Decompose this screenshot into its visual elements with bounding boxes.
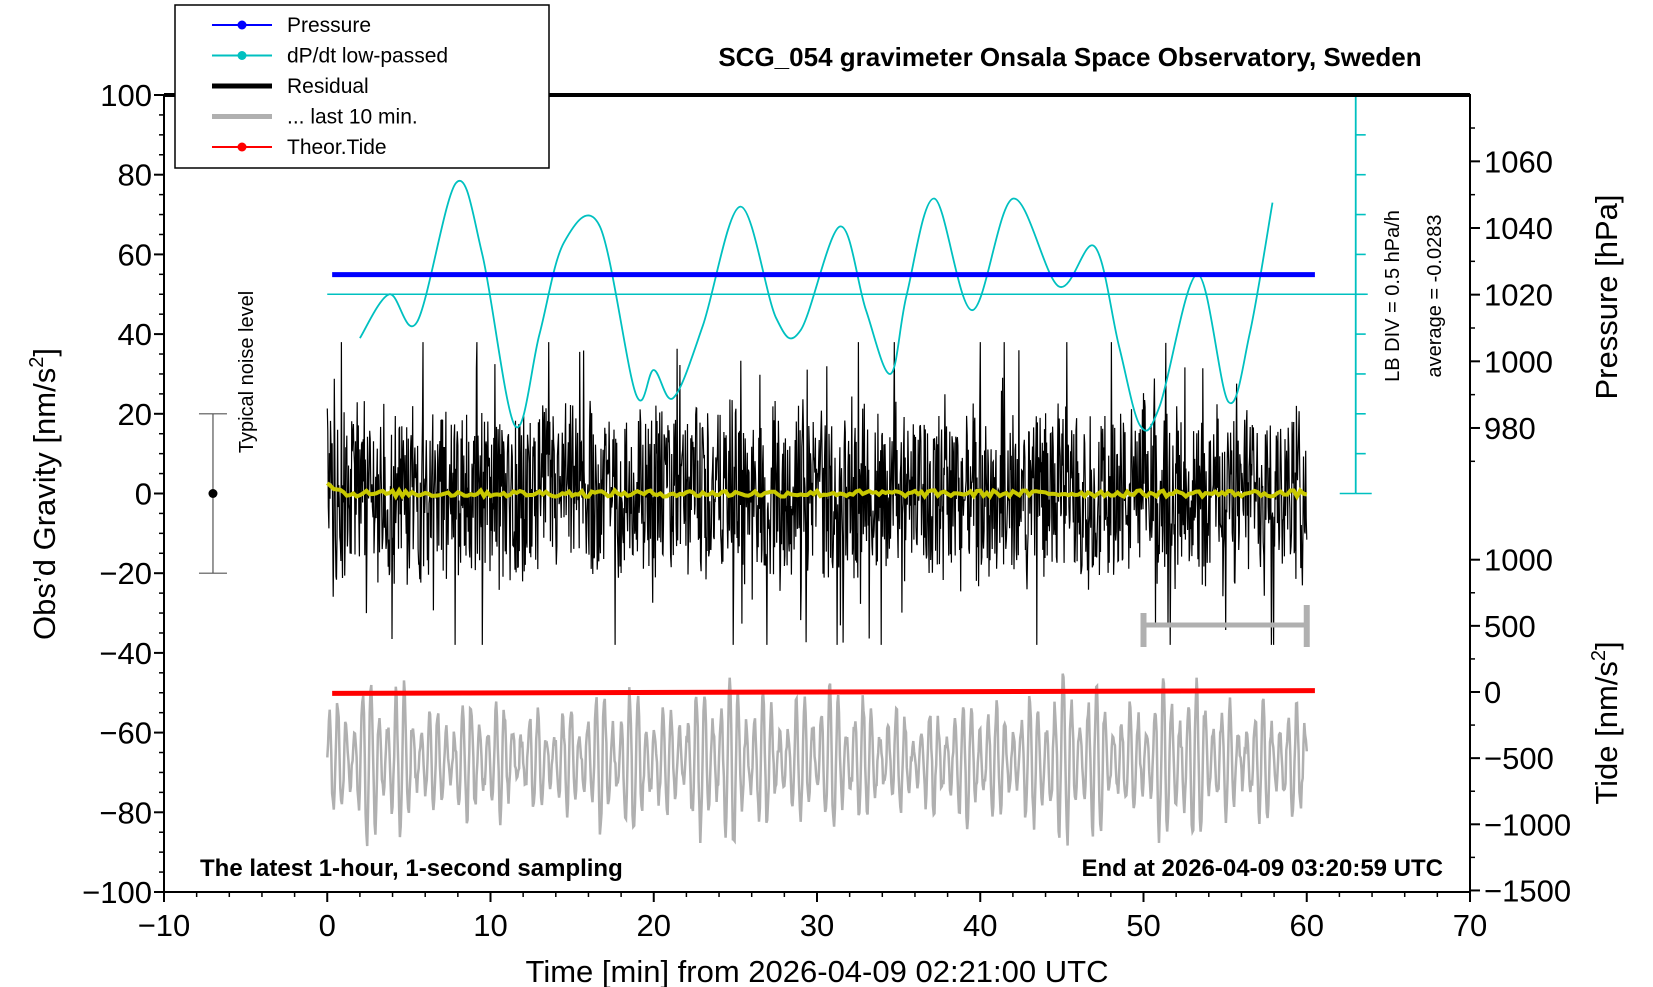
tide-axis-label-end: ] bbox=[1589, 641, 1624, 650]
pressure-tick-label: 1040 bbox=[1484, 211, 1553, 246]
data-layer bbox=[198, 94, 1372, 847]
x-tick-label: 30 bbox=[800, 908, 834, 943]
legend-swatch-dot bbox=[237, 20, 247, 30]
y-tick-label: −80 bbox=[99, 795, 152, 830]
x-axis: −10 0 10 20 30 40 50 60 70 bbox=[138, 892, 1487, 943]
y-tick-label: −40 bbox=[99, 636, 152, 671]
average-annotation: average = -0.0283 bbox=[1424, 215, 1446, 378]
tide-tick-label: −1500 bbox=[1484, 873, 1571, 908]
legend-label: Theor.Tide bbox=[287, 136, 387, 159]
tide-axis: −1500 −1000 −500 0 500 1000 bbox=[1470, 543, 1571, 908]
tide-tick-label: 0 bbox=[1484, 675, 1501, 710]
legend-swatch-dot bbox=[237, 51, 247, 60]
pressure-tick-label: 1000 bbox=[1484, 344, 1553, 379]
x-tick-label: 10 bbox=[473, 908, 507, 943]
y-tick-label: 60 bbox=[118, 237, 152, 272]
x-tick-label: 20 bbox=[637, 908, 671, 943]
y-axis-label: Obs’d Gravity [nm/s2] bbox=[26, 348, 62, 640]
y-tick-label: −20 bbox=[99, 556, 152, 591]
x-tick-label: 0 bbox=[319, 908, 336, 943]
x-tick-label: 50 bbox=[1126, 908, 1160, 943]
legend-label: Pressure bbox=[287, 14, 371, 37]
y-axis: −100 −80 −60 −40 −20 0 20 40 60 80 100 bbox=[82, 78, 164, 910]
legend: Pressure dP/dt low-passed Residual ... last… bbox=[174, 4, 550, 169]
noise-level-annotation: Typical noise level bbox=[236, 291, 258, 453]
y-tick-label: 0 bbox=[135, 477, 152, 512]
bottom-right-annotation: End at 2026-04-09 03:20:59 UTC bbox=[1082, 855, 1444, 882]
legend-label: ... last 10 min. bbox=[287, 106, 418, 129]
y-tick-label: 20 bbox=[118, 397, 152, 432]
y-axis-label-main: Obs’d Gravity [nm/s bbox=[27, 368, 62, 640]
dpdt-lowpassed-trace bbox=[359, 180, 1274, 432]
tide-tick-label: 500 bbox=[1484, 609, 1536, 644]
x-tick-label: 60 bbox=[1290, 908, 1324, 943]
last-10-min-trace bbox=[326, 673, 1309, 847]
tide-axis-label: Tide [nm/s2] bbox=[1588, 641, 1624, 804]
lb-div-annotation: LB DIV = 0.5 hPa/h bbox=[1382, 210, 1404, 382]
x-axis-label: Time [min] from 2026-04-09 02:21:00 UTC bbox=[526, 954, 1109, 987]
x-tick-label: 70 bbox=[1453, 908, 1487, 943]
y-tick-label: 80 bbox=[118, 158, 152, 193]
chart-title: SCG_054 gravimeter Onsala Space Observat… bbox=[718, 42, 1421, 72]
y-axis-label-end: ] bbox=[27, 348, 62, 357]
pressure-tick-label: 1020 bbox=[1484, 278, 1553, 313]
tide-axis-label-sup: 2 bbox=[1588, 650, 1610, 661]
tide-axis-label-main: Tide [nm/s bbox=[1589, 661, 1624, 805]
pressure-axis-label: Pressure [hPa] bbox=[1589, 194, 1624, 399]
bottom-left-annotation: The latest 1-hour, 1-second sampling bbox=[200, 855, 623, 882]
pressure-tick-label: 1060 bbox=[1484, 144, 1553, 179]
pressure-tick-label: 980 bbox=[1484, 411, 1536, 446]
y-tick-label: −60 bbox=[99, 716, 152, 751]
tide-tick-label: −1000 bbox=[1484, 807, 1571, 842]
residual-trace bbox=[326, 342, 1308, 645]
theor-tide-line bbox=[332, 688, 1315, 696]
y-tick-label: 40 bbox=[118, 317, 152, 352]
y-axis-label-sup: 2 bbox=[26, 357, 48, 368]
tide-tick-label: −500 bbox=[1484, 741, 1554, 776]
x-tick-label: 40 bbox=[963, 908, 997, 943]
residual-mean-trace bbox=[325, 481, 1308, 501]
tide-tick-label: 1000 bbox=[1484, 543, 1553, 578]
legend-swatch-dot bbox=[237, 142, 247, 152]
pressure-axis: 980 1000 1020 1040 1060 bbox=[1470, 127, 1553, 463]
legend-label: Residual bbox=[287, 75, 369, 98]
y-tick-label: 100 bbox=[100, 78, 152, 113]
x-tick-label: −10 bbox=[138, 908, 191, 943]
legend-label: dP/dt low-passed bbox=[287, 45, 448, 68]
noise-bar-point bbox=[208, 489, 218, 498]
y-tick-label: −100 bbox=[82, 875, 152, 910]
